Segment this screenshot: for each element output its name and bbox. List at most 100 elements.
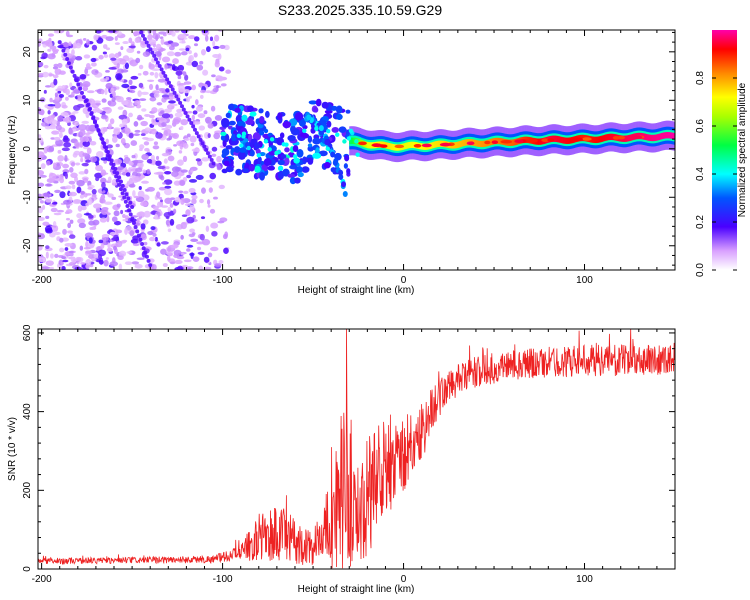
spectrogram-cell (89, 110, 94, 115)
spectrogram-ridge-cell (595, 136, 597, 144)
spectrogram-cell (163, 74, 168, 79)
spectrogram-cell (146, 43, 151, 48)
spectrogram-cell (200, 48, 206, 56)
spectrogram-spot (302, 128, 307, 134)
spectrogram-cell (56, 130, 60, 135)
spectrogram-cell (48, 266, 55, 270)
spectrogram-cell (54, 92, 58, 98)
spectrogram-cell (166, 51, 175, 57)
spectrogram-cell (38, 61, 44, 67)
spectrogram-cell (103, 237, 109, 242)
spectrogram-cell (134, 37, 140, 44)
spectrogram-cell (174, 196, 181, 203)
spectrogram-cell (206, 46, 211, 53)
snr-panel: -200 -100 0 100 0 200 400 600 Height of straigh… (7, 324, 676, 595)
spectrogram-cell (235, 168, 243, 176)
spectrogram-cell (118, 179, 123, 184)
spectrogram-cell (178, 150, 183, 154)
spectrogram-cell (38, 137, 44, 144)
spectrogram-cell (223, 44, 230, 51)
spectrogram-branch-cell (341, 181, 347, 188)
spectrogram-cell (209, 36, 214, 42)
spectrogram-cell (335, 105, 343, 114)
spectrogram-cell (183, 190, 189, 194)
spectrogram-hotspot (514, 139, 524, 144)
spectrogram-cell (85, 202, 90, 207)
spectrogram-cell (136, 217, 140, 223)
spectrogram-cell (211, 161, 216, 166)
spectrogram-spot (269, 137, 275, 142)
spectrogram-hotspot (379, 144, 388, 148)
spectrogram-cell (102, 190, 106, 194)
spectrogram-ridge-cell (483, 140, 486, 147)
spectrogram-ridge-cell (437, 140, 440, 147)
spectrogram-cell (155, 43, 162, 50)
spectrogram-cell (162, 181, 166, 185)
spectrogram-cell (279, 132, 285, 139)
spectrogram-cell (113, 158, 123, 165)
spectrogram-cell (140, 120, 148, 127)
spectrogram-cell (207, 154, 212, 159)
spectrogram-ridge-cell (482, 140, 484, 148)
spectrogram-cell (198, 125, 206, 131)
spectrogram-cell (68, 180, 76, 185)
spectrogram-cell (223, 247, 229, 254)
spectrogram-cell (170, 244, 179, 249)
spectrogram-cell (185, 61, 194, 66)
spectrogram-cell (79, 245, 84, 251)
spectrogram-cell (115, 73, 123, 80)
spectrogram-cell (160, 248, 167, 255)
spectrogram-cell (176, 108, 183, 113)
spectrogram-cell (139, 144, 145, 150)
spectrogram-cell (148, 83, 154, 91)
spectrogram-cell (117, 255, 124, 261)
spectrogram-cell (93, 100, 101, 104)
spectrogram-cell (75, 42, 82, 49)
spectrogram-cell (48, 145, 55, 152)
spectrogram-cell (192, 127, 197, 132)
spectrogram-cell (52, 66, 59, 70)
spectrogram-ridge-cell (436, 140, 439, 148)
spectrogram-ridge-cell (358, 138, 360, 146)
spectrogram-ridge-cell (403, 143, 406, 150)
spectrogram-cell (192, 110, 198, 115)
spectrogram-cell (177, 159, 184, 166)
spectrogram-ridge-cell (434, 141, 436, 148)
spectrogram-cell (207, 252, 213, 258)
spectrogram-cell (153, 214, 158, 220)
spectrogram-ridge-cell (459, 140, 462, 148)
spectrogram-cell (115, 86, 120, 90)
spectrogram-cell (155, 60, 160, 65)
spectrogram-cell (176, 97, 181, 102)
spectrogram-cell (59, 237, 64, 243)
spectrogram-cell (167, 228, 172, 233)
spectrogram-cell (111, 182, 118, 186)
spectrogram-ridge-cell (593, 136, 596, 144)
spectrogram-cell (69, 166, 74, 173)
spectrogram-cell (79, 136, 89, 142)
spectrogram-cell (209, 157, 214, 162)
spectrogram-cell (144, 40, 149, 45)
spectrogram-cell (203, 266, 212, 270)
spectrogram-cell (252, 132, 261, 141)
spectrogram-cell (335, 113, 343, 121)
spectrogram-cell (85, 264, 91, 269)
spectrogram-cell (189, 204, 195, 212)
spectrogram-cell (78, 86, 83, 91)
spectrogram-cell (218, 184, 225, 190)
spectrogram-cell (312, 152, 322, 159)
spectrogram-cell (57, 40, 62, 45)
spectrogram-ridge-cell (439, 140, 441, 147)
spectrogram-cell (100, 243, 105, 249)
spectrogram-cell (177, 75, 182, 80)
spectrogram-cell (307, 145, 314, 152)
spectrogram-ridge-cell (388, 142, 391, 150)
spectrogram-branch-cell (333, 158, 339, 165)
spectrogram-ridge-cell (646, 134, 649, 141)
spectrogram-cell (69, 219, 74, 224)
colorbar-ticks: 0.0 0.2 0.4 0.6 0.8 (695, 71, 737, 277)
spectrogram-cell (41, 71, 50, 78)
spectrogram-cell (166, 247, 172, 252)
spectrogram-cell (102, 126, 108, 133)
spectrogram-cell (125, 225, 133, 231)
